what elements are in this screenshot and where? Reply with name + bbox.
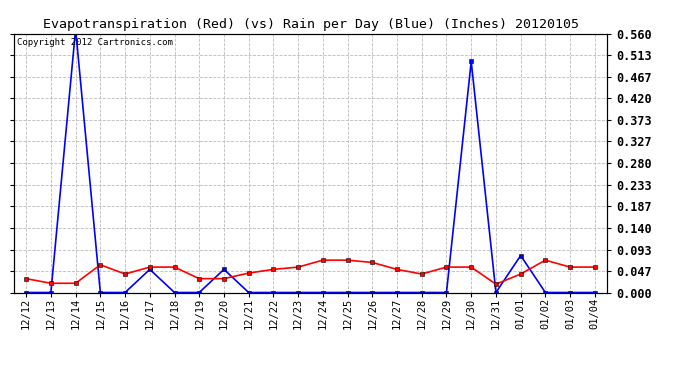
Title: Evapotranspiration (Red) (vs) Rain per Day (Blue) (Inches) 20120105: Evapotranspiration (Red) (vs) Rain per D… bbox=[43, 18, 578, 31]
Text: Copyright 2012 Cartronics.com: Copyright 2012 Cartronics.com bbox=[17, 38, 172, 46]
